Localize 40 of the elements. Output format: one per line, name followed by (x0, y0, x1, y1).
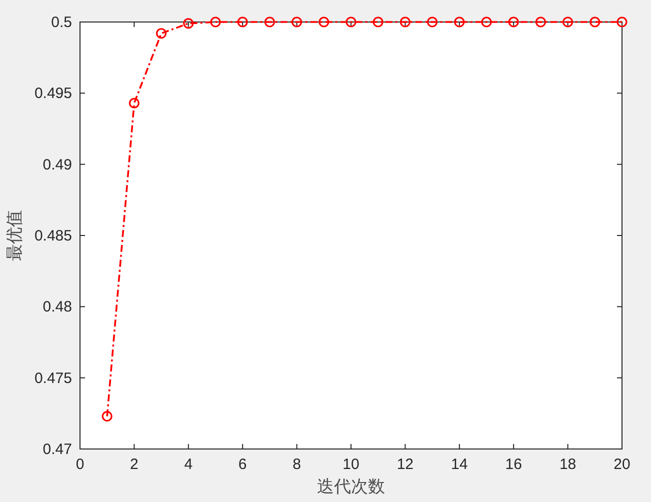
x-tick-label: 0 (76, 456, 84, 473)
point (210, 16, 221, 28)
point (318, 16, 330, 28)
x-tick-label: 2 (130, 456, 138, 473)
x-tick-label: 14 (451, 456, 468, 473)
x-tick-label: 10 (342, 456, 360, 473)
point (292, 16, 302, 28)
x-tick-label: 8 (292, 456, 301, 473)
x-tick-label: 20 (614, 456, 630, 473)
point (400, 16, 410, 28)
point (237, 16, 248, 28)
point (535, 16, 546, 28)
y-axis-title: 最优值 (5, 210, 24, 261)
x-tick-label: 12 (396, 456, 414, 473)
x-tick-label: 16 (505, 456, 522, 473)
x-tick-label: 18 (559, 456, 576, 473)
point (264, 16, 275, 28)
point (590, 16, 600, 28)
point (427, 16, 438, 28)
point (562, 16, 574, 28)
y-tick-label: 0.5 (51, 14, 72, 31)
point (183, 18, 194, 29)
x-tick-label: 6 (238, 456, 247, 473)
y-tick-label: 0.48 (42, 298, 72, 316)
y-tick-label: 0.495 (34, 85, 72, 102)
point (508, 16, 519, 28)
point (481, 16, 492, 28)
point (102, 410, 112, 422)
point (346, 16, 356, 28)
y-tick-label: 0.49 (42, 156, 72, 174)
point (372, 16, 384, 28)
x-tick-label: 4 (184, 456, 193, 473)
y-tick-label: 0.47 (42, 441, 72, 458)
point (454, 16, 465, 28)
point (616, 16, 628, 28)
point (156, 28, 167, 39)
y-tick-label: 0.485 (34, 228, 72, 244)
point (128, 98, 140, 108)
y-tick-label: 0.475 (34, 370, 72, 387)
x-axis-title: 迭代次数 (317, 477, 385, 496)
